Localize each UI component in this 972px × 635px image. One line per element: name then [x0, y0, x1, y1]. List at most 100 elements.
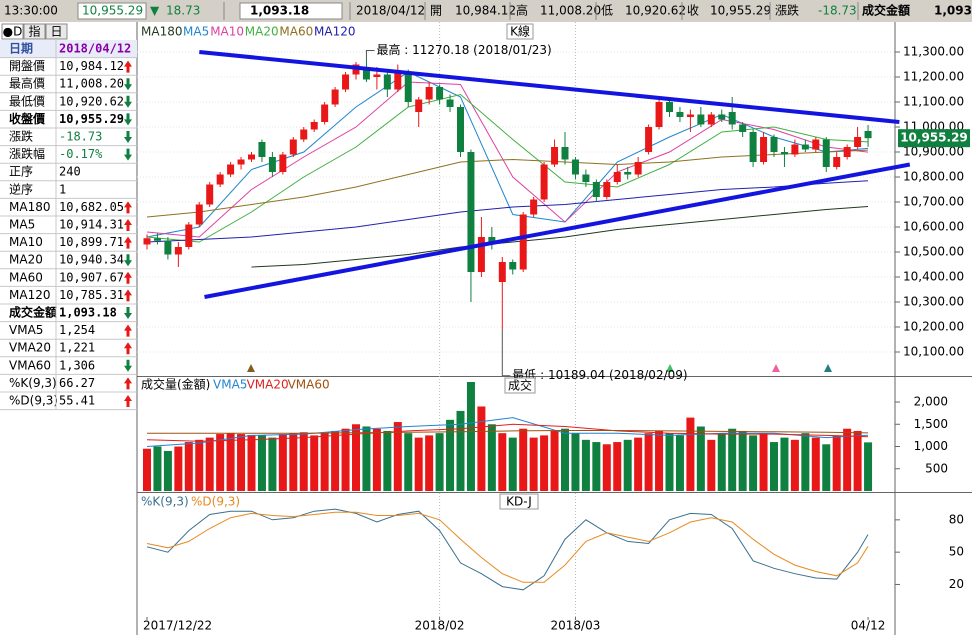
candle-body: [488, 237, 496, 245]
volume-bar: [341, 428, 350, 491]
legend-entry: MA10: [210, 25, 244, 39]
volume-bar: [393, 422, 402, 491]
tab[interactable]: [23, 23, 46, 40]
candle-body: [854, 137, 862, 147]
ma-line: [146, 93, 869, 243]
sidebar-label: %K(9,3): [9, 376, 57, 390]
sidebar-value: 10,940.34: [59, 253, 124, 267]
y-tick-label: 1,000: [914, 439, 948, 453]
volume-bar: [644, 433, 653, 491]
sidebar-label: VMA20: [9, 341, 51, 355]
trend-down-arrow: [124, 254, 132, 267]
candle-body: [603, 182, 611, 197]
volume-bar: [352, 424, 360, 491]
trend-down-arrow: [124, 148, 132, 161]
candle-body: [791, 144, 799, 155]
trend-up-arrow: [124, 324, 132, 337]
candle-body: [519, 214, 527, 270]
volume-bar: [310, 435, 319, 491]
trend-up-arrow: [124, 377, 132, 390]
volume-bar: [331, 430, 340, 491]
sidebar-value: 66.27: [59, 376, 95, 390]
header-amount: 1,093.18: [250, 4, 309, 18]
panel-title-box: [506, 23, 534, 40]
volume-bar: [226, 433, 235, 491]
candle-body: [822, 139, 830, 167]
candle-body: [686, 114, 694, 117]
kd-line: [146, 508, 869, 591]
sidebar-label: 收盤價: [9, 111, 46, 126]
candle-body: [634, 162, 642, 175]
candle-body: [195, 204, 203, 225]
candle-body: [498, 262, 506, 282]
sidebar-value: 1,254: [59, 323, 95, 337]
candle-body: [321, 104, 329, 122]
sidebar-label: MA180: [9, 200, 50, 214]
annotation: 最低 : 10189.04 (2018/02/09): [512, 368, 687, 382]
sidebar-value: -18.73: [59, 130, 102, 144]
trend-up-arrow: [124, 60, 132, 73]
volume-bar: [634, 437, 643, 491]
y-tick-label: 20: [949, 577, 964, 591]
volume-bar: [780, 437, 789, 491]
y-tick-label: 10,800.00: [903, 170, 964, 184]
tab-label: ●D: [3, 25, 23, 39]
last-price-label: 10,955.29: [900, 131, 968, 145]
volume-bar: [853, 430, 862, 491]
sidebar-label: %D(9,3): [9, 394, 58, 408]
sidebar-label: VMA5: [9, 323, 43, 337]
y-tick-label: 10,100.00: [903, 345, 964, 359]
legend-entry: %K(9,3): [141, 495, 189, 509]
candle-body: [843, 147, 851, 157]
volume-bar: [174, 446, 183, 491]
last-price-tag: [898, 129, 970, 148]
volume-bar: [247, 434, 256, 491]
candle-body: [342, 74, 350, 90]
volume-bar: [372, 428, 381, 491]
header-price: 10,955.29: [82, 4, 143, 18]
trend-up-arrow: [124, 236, 132, 249]
candle-body: [749, 132, 757, 162]
volume-bar: [289, 433, 298, 491]
volume-bar: [278, 434, 287, 491]
sidebar-value: 10,920.62: [59, 94, 124, 108]
header-time: 13:30:00: [4, 4, 58, 18]
y-tick-label: 11,300.00: [903, 45, 964, 59]
header-change-label: 漲跌: [775, 3, 799, 18]
candle-body: [279, 154, 287, 172]
sidebar-value: 1,306: [59, 358, 95, 372]
y-tick-label: 10,900.00: [903, 145, 964, 159]
header-arrow: ▼: [150, 4, 160, 18]
header-low: 10,920.62: [625, 4, 686, 18]
candle-body: [300, 129, 308, 140]
volume-bar: [163, 450, 172, 491]
sidebar-label: 正序: [9, 164, 33, 179]
x-tick-label: 04/12: [851, 619, 886, 633]
candle-body: [801, 144, 809, 150]
volume-bar: [487, 424, 496, 491]
candle-body: [812, 139, 820, 150]
legend-entry: MA180: [141, 25, 182, 39]
volume-bar: [550, 430, 559, 491]
legend-entry: MA120: [314, 25, 355, 39]
candle-body: [268, 157, 276, 172]
volume-bar: [153, 446, 162, 491]
candle-body: [728, 112, 736, 125]
trend-line: [199, 50, 900, 124]
tab[interactable]: [45, 23, 68, 40]
candle-body: [645, 127, 653, 152]
panel-title: 成交: [508, 378, 532, 393]
y-tick-label: 10,600.00: [903, 220, 964, 234]
y-tick-label: 10,500.00: [903, 245, 964, 259]
ma-line: [146, 71, 869, 238]
candle-body: [404, 72, 412, 102]
volume-bar: [738, 430, 747, 491]
header-close: 10,955.29: [710, 4, 771, 18]
annotation: 最高 : 11270.18 (2018/01/23): [376, 42, 551, 57]
sidebar-value: 1: [59, 182, 66, 196]
candle-body: [331, 89, 339, 105]
volume-bar: [696, 426, 705, 491]
tab[interactable]: [1, 23, 24, 40]
y-tick-label: 80: [949, 512, 964, 526]
